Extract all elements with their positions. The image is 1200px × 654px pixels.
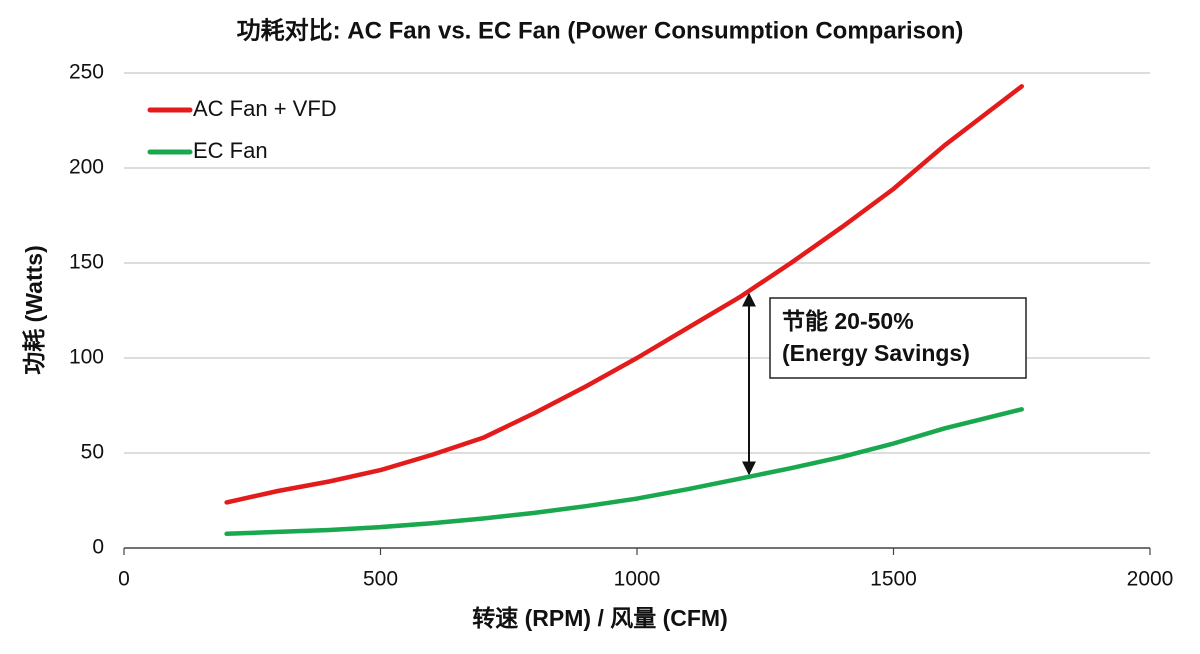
legend-label: EC Fan bbox=[193, 138, 268, 163]
series-line bbox=[224, 407, 1024, 536]
legend-label: AC Fan + VFD bbox=[193, 96, 337, 121]
annotation-box bbox=[769, 297, 1027, 379]
y-tick-label: 250 bbox=[69, 61, 104, 84]
x-tick-label: 1500 bbox=[870, 568, 917, 591]
y-axis-label: 功耗 (Watts) bbox=[21, 245, 47, 374]
x-axis-label: 转速 (RPM) / 风量 (CFM) bbox=[472, 605, 728, 631]
y-tick-label: 0 bbox=[92, 536, 104, 559]
x-tick-label: 2000 bbox=[1127, 568, 1174, 591]
annotation-text: (Energy Savings) bbox=[782, 340, 970, 366]
y-tick-label: 50 bbox=[81, 441, 104, 464]
chart-title: 功耗对比: AC Fan vs. EC Fan (Power Consumpti… bbox=[237, 17, 964, 44]
y-tick-label: 100 bbox=[69, 346, 104, 369]
x-tick-label: 0 bbox=[118, 568, 130, 591]
x-tick-label: 500 bbox=[363, 568, 398, 591]
x-tick-label: 1000 bbox=[614, 568, 661, 591]
y-tick-label: 150 bbox=[69, 251, 104, 274]
y-tick-label: 200 bbox=[69, 156, 104, 179]
series-line bbox=[224, 84, 1024, 505]
annotation-text: 节能 20-50% bbox=[782, 308, 914, 334]
